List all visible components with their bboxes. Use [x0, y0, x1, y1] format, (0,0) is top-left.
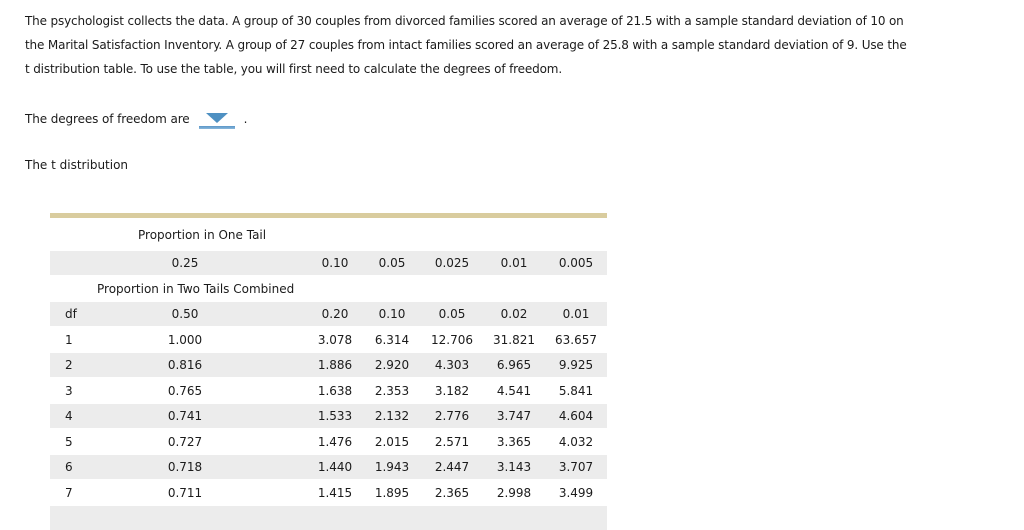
- table-cell: 4.032: [558, 434, 594, 449]
- problem-text-line: the Marital Satisfaction Inventory. A gr…: [25, 38, 907, 52]
- table-row: 1 1.000 3.078 6.314 12.706 31.821 63.657: [50, 326, 607, 353]
- problem-text-line: t distribution table. To use the table, …: [25, 62, 563, 76]
- table-cell: 0.25: [171, 256, 199, 270]
- table-cell: 1: [65, 332, 73, 347]
- table-cell: 1.533: [317, 409, 353, 423]
- table-cell: 3.182: [434, 383, 470, 398]
- t-table-body: 1 1.000 3.078 6.314 12.706 31.821 63.657 2 0.816…: [50, 326, 607, 506]
- one-tail-header-row: Proportion in One Tail: [50, 218, 607, 251]
- df-header-row: df 0.50 0.20 0.10 0.05 0.02 0.01: [50, 302, 607, 326]
- table-cell: 63.657: [555, 332, 597, 347]
- degrees-of-freedom-label: The degrees of freedom are: [25, 112, 190, 126]
- degrees-of-freedom-dropdown[interactable]: [198, 113, 235, 129]
- one-tail-values-row: 0.25 0.10 0.05 0.025 0.01 0.005: [50, 251, 607, 275]
- sentence-period: .: [243, 112, 248, 126]
- table-cell: 0.02: [500, 307, 528, 321]
- table-cell: 1.000: [167, 332, 203, 347]
- table-cell: 2.132: [374, 409, 410, 423]
- table-title: The t distribution: [25, 158, 129, 172]
- table-top-border: [50, 213, 607, 218]
- table-cell: 0.005: [558, 256, 594, 270]
- table-cell: 3.707: [558, 460, 594, 474]
- table-cell: 0.01: [562, 307, 590, 321]
- table-cell: 2.015: [374, 434, 410, 449]
- table-cell: 1.638: [317, 383, 353, 398]
- table-cell: 3.078: [317, 332, 353, 347]
- table-row: 4 0.741 1.533 2.132 2.776 3.747 4.604: [50, 404, 607, 428]
- table-cell: 6.314: [374, 332, 410, 347]
- table-cell: 7: [65, 485, 73, 500]
- table-cell: 3: [65, 383, 73, 398]
- table-cell: 0.711: [167, 485, 203, 500]
- table-cell: 0.05: [438, 307, 466, 321]
- table-cell: 6: [65, 460, 73, 474]
- problem-text: The psychologist collects the data. A gr…: [25, 9, 907, 81]
- table-row: 2 0.816 1.886 2.920 4.303 6.965 9.925: [50, 353, 607, 377]
- table-cell: 1.476: [317, 434, 353, 449]
- table-cell: 4.303: [434, 358, 470, 372]
- degrees-of-freedom-sentence: The degrees of freedom are .: [25, 106, 247, 132]
- table-cell: 0.01: [500, 256, 528, 270]
- table-cell: 9.925: [558, 358, 594, 372]
- one-tail-label: Proportion in One Tail: [138, 227, 267, 242]
- table-cell: 3.499: [558, 485, 594, 500]
- table-cell: 5.841: [558, 383, 594, 398]
- table-cell: 6.965: [496, 358, 532, 372]
- table-cell: 0.10: [321, 256, 349, 270]
- table-cell: 2.365: [434, 485, 470, 500]
- table-cell: 0.765: [167, 383, 203, 398]
- table-cell: 2.571: [434, 434, 470, 449]
- dropdown-underline: [198, 126, 235, 129]
- table-cell: 3.143: [496, 460, 532, 474]
- table-cell: 3.747: [496, 409, 532, 423]
- table-cell: 3.365: [496, 434, 532, 449]
- problem-text-line: The psychologist collects the data. A gr…: [25, 14, 904, 28]
- table-row: 7 0.711 1.415 1.895 2.365 2.998 3.499: [50, 479, 607, 506]
- table-cell: 5: [65, 434, 73, 449]
- table-cell: 0.727: [167, 434, 203, 449]
- table-cell: 1.440: [317, 460, 353, 474]
- table-cell: 0.816: [167, 358, 203, 372]
- table-cell: 2.776: [434, 409, 470, 423]
- table-cell: 0.05: [378, 256, 406, 270]
- table-cell: 4.604: [558, 409, 594, 423]
- table-cell: 0.741: [167, 409, 203, 423]
- two-tail-label: Proportion in Two Tails Combined: [97, 281, 295, 296]
- table-cell: 0.718: [167, 460, 203, 474]
- table-cell: 0.50: [171, 307, 199, 321]
- table-row: 3 0.765 1.638 2.353 3.182 4.541 5.841: [50, 377, 607, 404]
- table-cell: 0.025: [434, 256, 470, 270]
- table-row: 6 0.718 1.440 1.943 2.447 3.143 3.707: [50, 455, 607, 479]
- triangle-down-icon: [205, 113, 228, 123]
- df-column-header: df: [65, 307, 77, 321]
- table-cell: 4.541: [496, 383, 532, 398]
- table-cell: 1.415: [317, 485, 353, 500]
- two-tail-header-row: Proportion in Two Tails Combined: [50, 275, 607, 302]
- table-cell: 2.447: [434, 460, 470, 474]
- t-distribution-table: Proportion in One Tail 0.25 0.10 0.05 0.…: [50, 213, 607, 530]
- table-cell: 1.943: [374, 460, 410, 474]
- table-cell: 2: [65, 358, 73, 372]
- table-cell: 2.920: [374, 358, 410, 372]
- table-cell: 4: [65, 409, 73, 423]
- table-row: 5 0.727 1.476 2.015 2.571 3.365 4.032: [50, 428, 607, 455]
- table-cell: 31.821: [493, 332, 535, 347]
- table-cell: 1.886: [317, 358, 353, 372]
- partial-row: [50, 506, 607, 530]
- table-cell: 1.895: [374, 485, 410, 500]
- table-cell: 0.10: [378, 307, 406, 321]
- table-cell: 0.20: [321, 307, 349, 321]
- table-cell: 2.998: [496, 485, 532, 500]
- table-cell: 12.706: [431, 332, 473, 347]
- table-cell: 2.353: [374, 383, 410, 398]
